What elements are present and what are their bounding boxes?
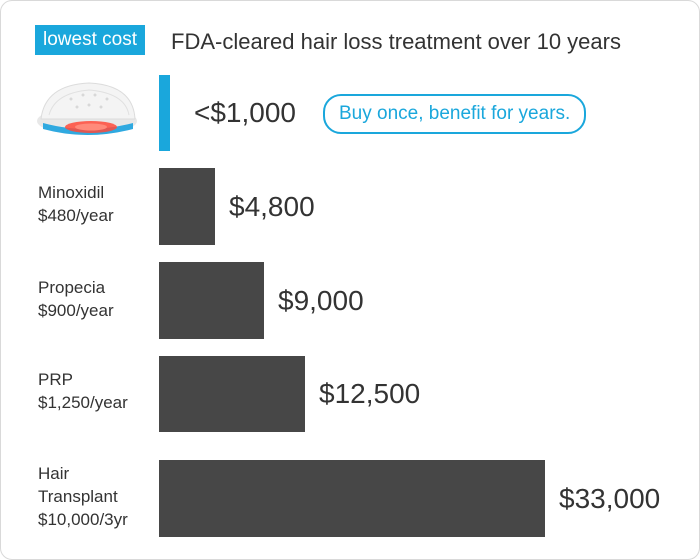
value-label-3: $12,500: [319, 378, 421, 409]
category-label-line: $480/year: [38, 206, 114, 225]
bar-2: [159, 262, 264, 339]
bar-0: [159, 75, 170, 151]
category-label-line: Hair: [38, 464, 70, 483]
category-label-4: Hair Transplant $10,000/3yr: [38, 462, 158, 531]
bar-1: [159, 168, 215, 245]
category-label-line: $10,000/3yr: [38, 510, 128, 529]
value-label-0: <$1,000: [194, 97, 296, 128]
category-label-line: Propecia: [38, 278, 106, 297]
value-label-4: $33,000: [559, 482, 661, 514]
category-label-line: PRP: [38, 370, 73, 389]
bar-3: [159, 356, 305, 432]
laser-cap-device-image: [37, 82, 137, 135]
value-label-2: $9,000: [278, 284, 364, 316]
category-label-line: Transplant: [38, 487, 118, 506]
category-label-line: $1,250/year: [38, 393, 128, 412]
category-label-3: PRP $1,250/year: [38, 368, 158, 414]
category-label-line: $900/year: [38, 301, 114, 320]
chart-headline: FDA-cleared hair loss treatment over 10 …: [171, 29, 621, 54]
buy-once-note: Buy once, benefit for years.: [323, 94, 587, 134]
category-label-line: Minoxidil: [38, 183, 105, 202]
lowest-cost-badge: lowest cost: [35, 25, 145, 55]
value-label-1: $4,800: [229, 190, 315, 222]
category-label-2: Propecia $900/year: [38, 276, 158, 322]
category-label-1: Minoxidil $480/year: [38, 181, 158, 227]
bar-4: [159, 460, 545, 537]
